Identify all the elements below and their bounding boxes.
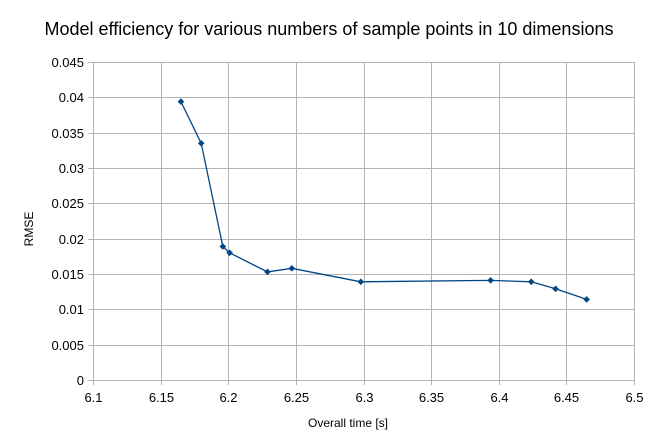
data-point — [226, 249, 233, 257]
y-tick-label: 0 — [77, 373, 84, 388]
data-point — [219, 243, 227, 250]
y-tick-label: 0.025 — [51, 196, 84, 211]
chart-title: Model efficiency for various numbers of … — [45, 19, 614, 39]
x-tick-label: 6.4 — [490, 390, 508, 405]
data-point — [552, 285, 559, 293]
data-point — [527, 278, 535, 286]
data-point — [197, 139, 205, 147]
y-tick-label: 0.04 — [59, 90, 84, 105]
x-tick-label: 6.2 — [219, 390, 237, 405]
y-tick-label: 0.015 — [51, 267, 84, 282]
x-tick-label: 6.5 — [625, 390, 643, 405]
y-tick-labels: 0 0.005 0.01 0.015 0.02 0.025 0.03 0.035 0.04 0.0… — [51, 55, 84, 388]
data-point — [288, 265, 296, 272]
x-tick-label: 6.15 — [149, 390, 174, 405]
data-point — [177, 98, 185, 105]
x-tick-labels: 6.1 6.15 6.2 6.25 6.3 6.35 6.4 6.45 6.5 — [84, 390, 643, 405]
data-point — [357, 278, 365, 286]
data-point — [583, 296, 590, 303]
y-tick-label: 0.005 — [51, 338, 84, 353]
y-axis-label: RMSE — [22, 212, 36, 247]
series-group — [177, 98, 590, 303]
x-tick-label: 6.3 — [355, 390, 373, 405]
data-point — [264, 268, 271, 276]
x-axis-label: Overall time [s] — [308, 416, 388, 430]
x-tick-label: 6.45 — [554, 390, 579, 405]
x-tick-label: 6.25 — [284, 390, 309, 405]
y-tick-label: 0.035 — [51, 126, 84, 141]
series-line — [180, 101, 587, 301]
data-point — [487, 277, 494, 284]
y-tick-label: 0.02 — [59, 232, 84, 247]
x-tick-label: 6.1 — [84, 390, 102, 405]
x-tick-label: 6.35 — [419, 390, 444, 405]
y-tick-label: 0.01 — [59, 302, 84, 317]
grid-lines — [93, 62, 635, 381]
y-tick-label: 0.03 — [59, 161, 84, 176]
y-tick-label: 0.045 — [51, 55, 84, 70]
axes — [88, 62, 635, 385]
